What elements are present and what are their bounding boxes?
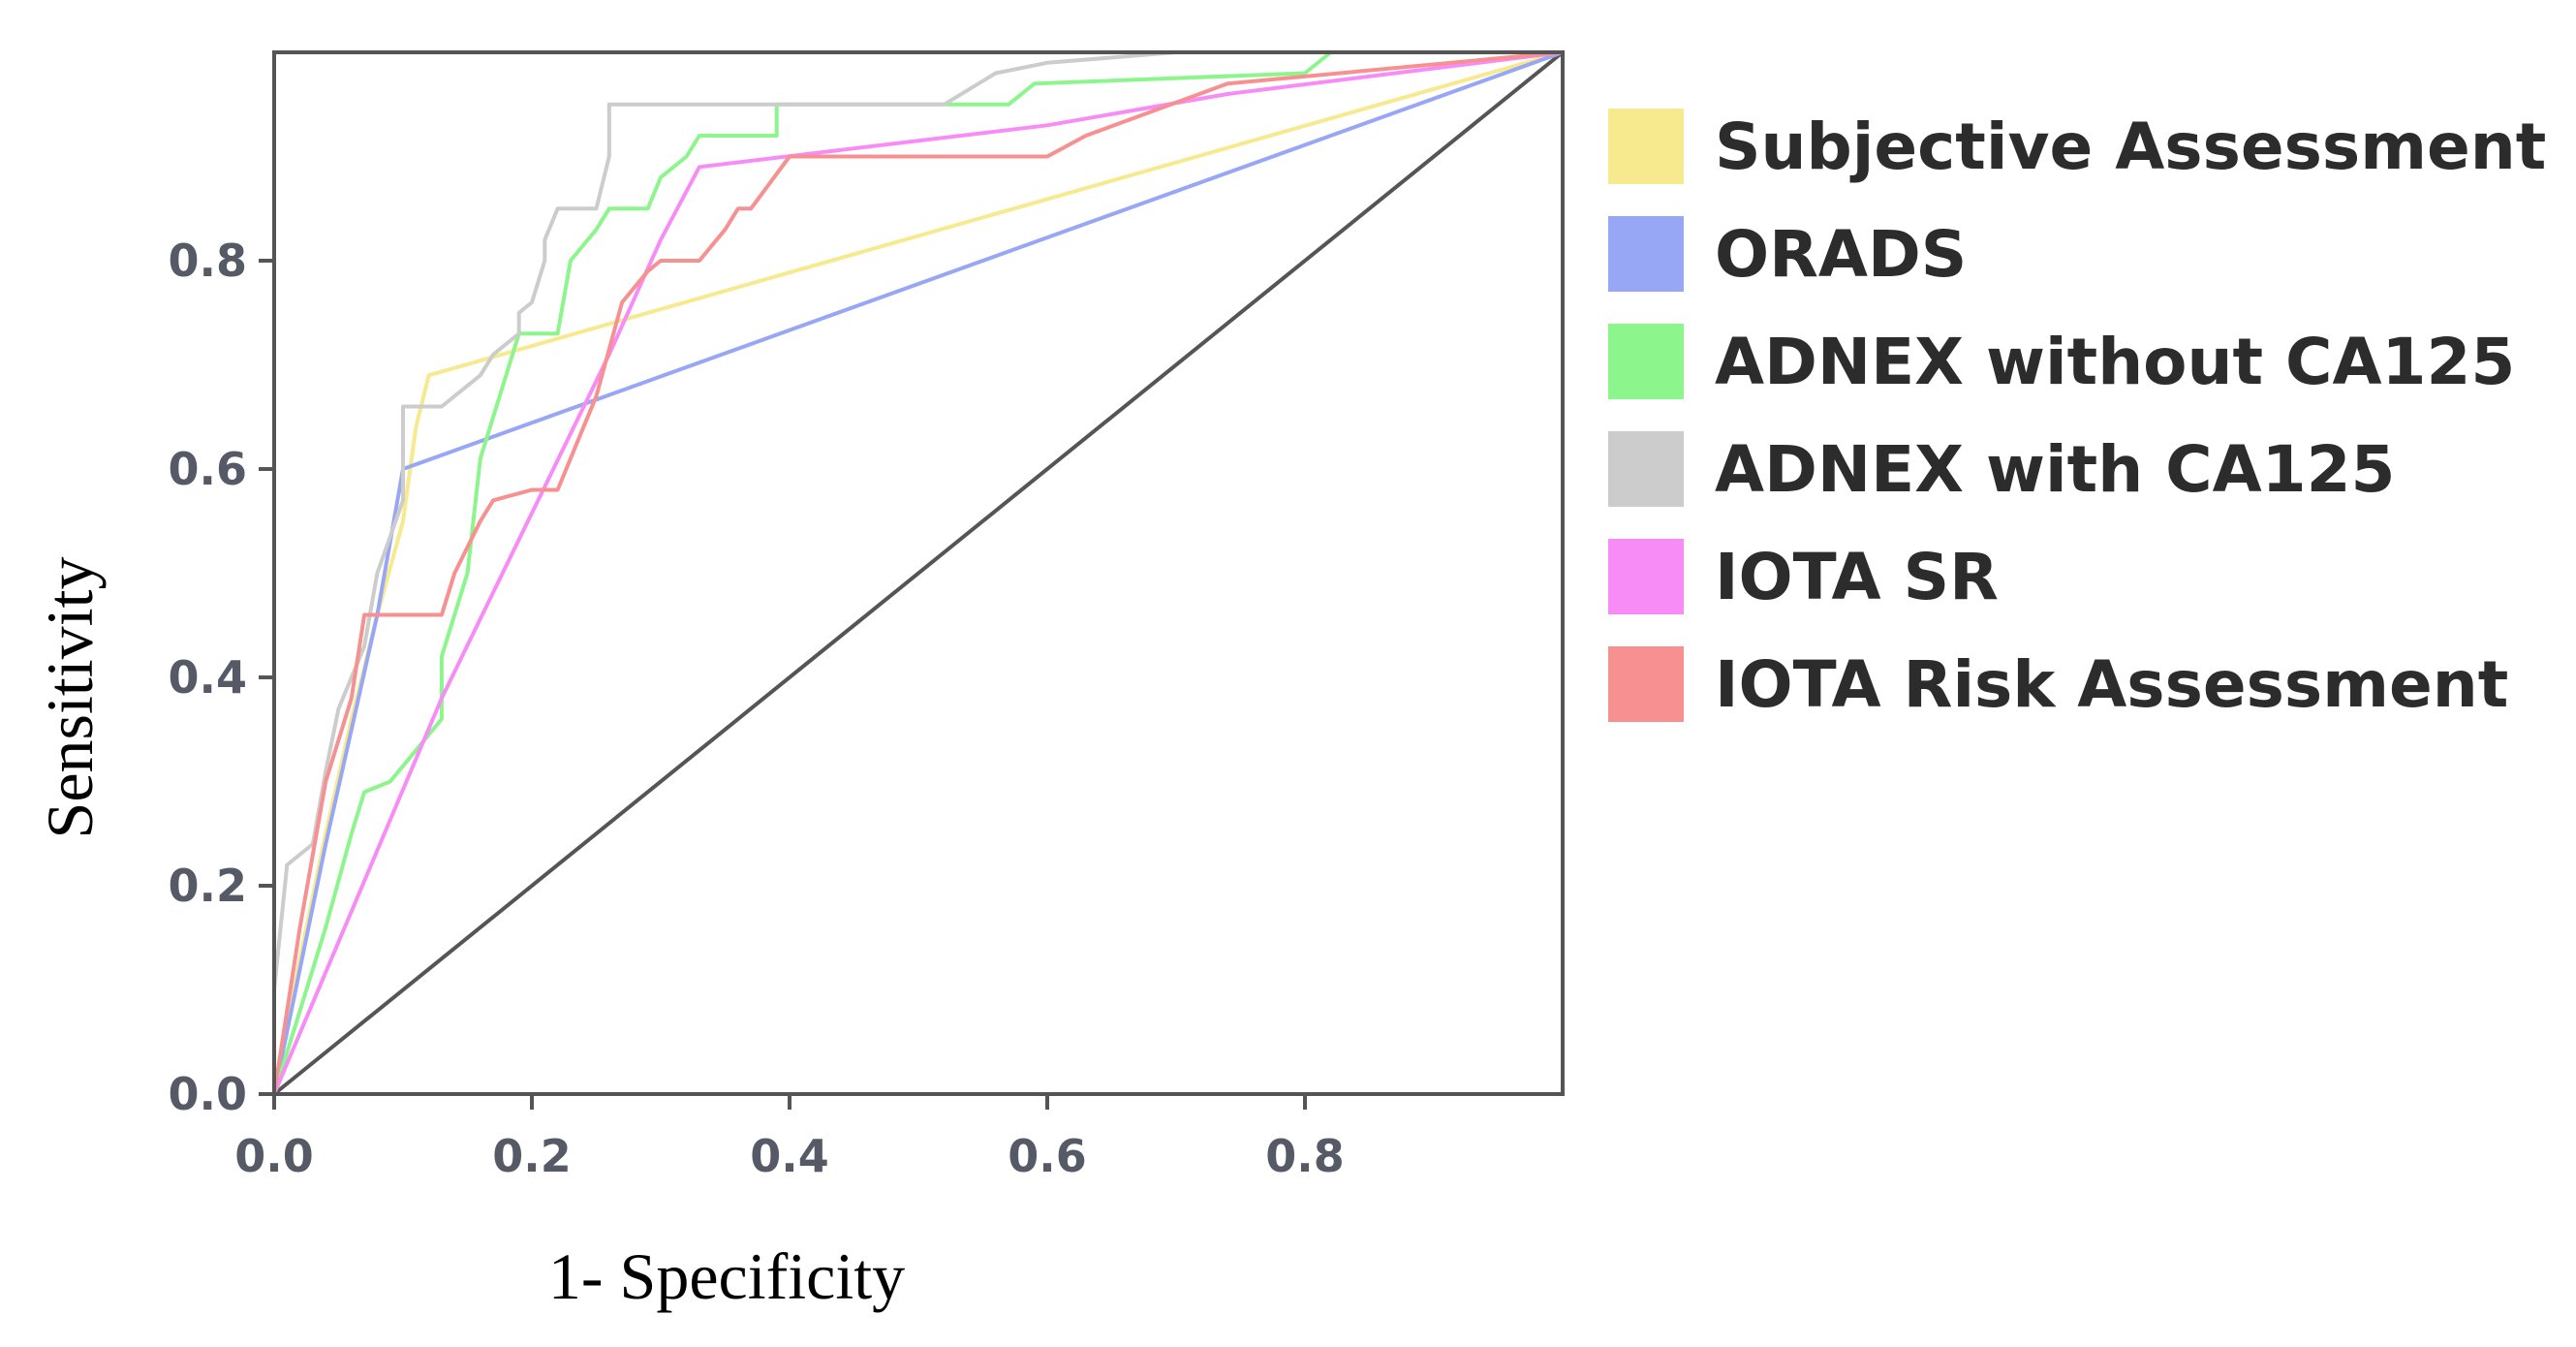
legend-label-adnex-with-ca125: ADNEX with CA125 (1715, 432, 2395, 507)
y-tick-label: 0.6 (169, 443, 248, 495)
y-axis-ticks: 0.0 0.2 0.4 0.6 0.8 (169, 235, 274, 1120)
legend: Subjective Assessment ORADS ADNEX without … (1608, 109, 2546, 722)
legend-label-iota-risk-assessment: IOTA Risk Assessment (1715, 647, 2508, 722)
series-lines (272, 50, 1565, 1096)
series-line-iota-sr (272, 50, 1564, 1095)
legend-label-adnex-without-ca125: ADNEX without CA125 (1715, 325, 2515, 399)
series-line-adnex-with-ca125 (272, 50, 1563, 1094)
legend-swatch-subjective-assessment (1608, 109, 1684, 184)
x-tick-label: 0.6 (1008, 1130, 1087, 1182)
y-tick-label: 0.2 (169, 860, 248, 912)
y-tick-label: 0.0 (169, 1068, 248, 1120)
legend-label-orads: ORADS (1715, 217, 1967, 292)
x-tick-label: 0.0 (234, 1130, 314, 1182)
plot-frame (272, 50, 1565, 1096)
legend-swatch-orads (1608, 216, 1684, 292)
x-axis-ticks: 0.0 0.2 0.4 0.6 0.8 (234, 1094, 1345, 1182)
y-axis-title: Sensitivity (33, 557, 107, 839)
x-tick-label: 0.2 (492, 1130, 572, 1182)
legend-swatch-iota-sr (1608, 539, 1684, 614)
series-line-iota-risk-assessment (272, 50, 1564, 1095)
legend-swatch-adnex-without-ca125 (1608, 324, 1684, 399)
legend-label-subjective-assessment: Subjective Assessment (1715, 110, 2546, 184)
legend-swatch-iota-risk-assessment (1608, 646, 1684, 722)
x-axis-title: 1- Specificity (548, 1239, 905, 1313)
reference-diagonal-line (272, 50, 1565, 1096)
legend-swatch-adnex-with-ca125 (1608, 431, 1684, 507)
y-tick-label: 0.4 (169, 651, 248, 704)
y-tick-label: 0.8 (169, 235, 248, 287)
x-tick-label: 0.8 (1265, 1130, 1345, 1182)
x-tick-label: 0.4 (750, 1130, 829, 1182)
legend-label-iota-sr: IOTA SR (1715, 540, 1999, 614)
